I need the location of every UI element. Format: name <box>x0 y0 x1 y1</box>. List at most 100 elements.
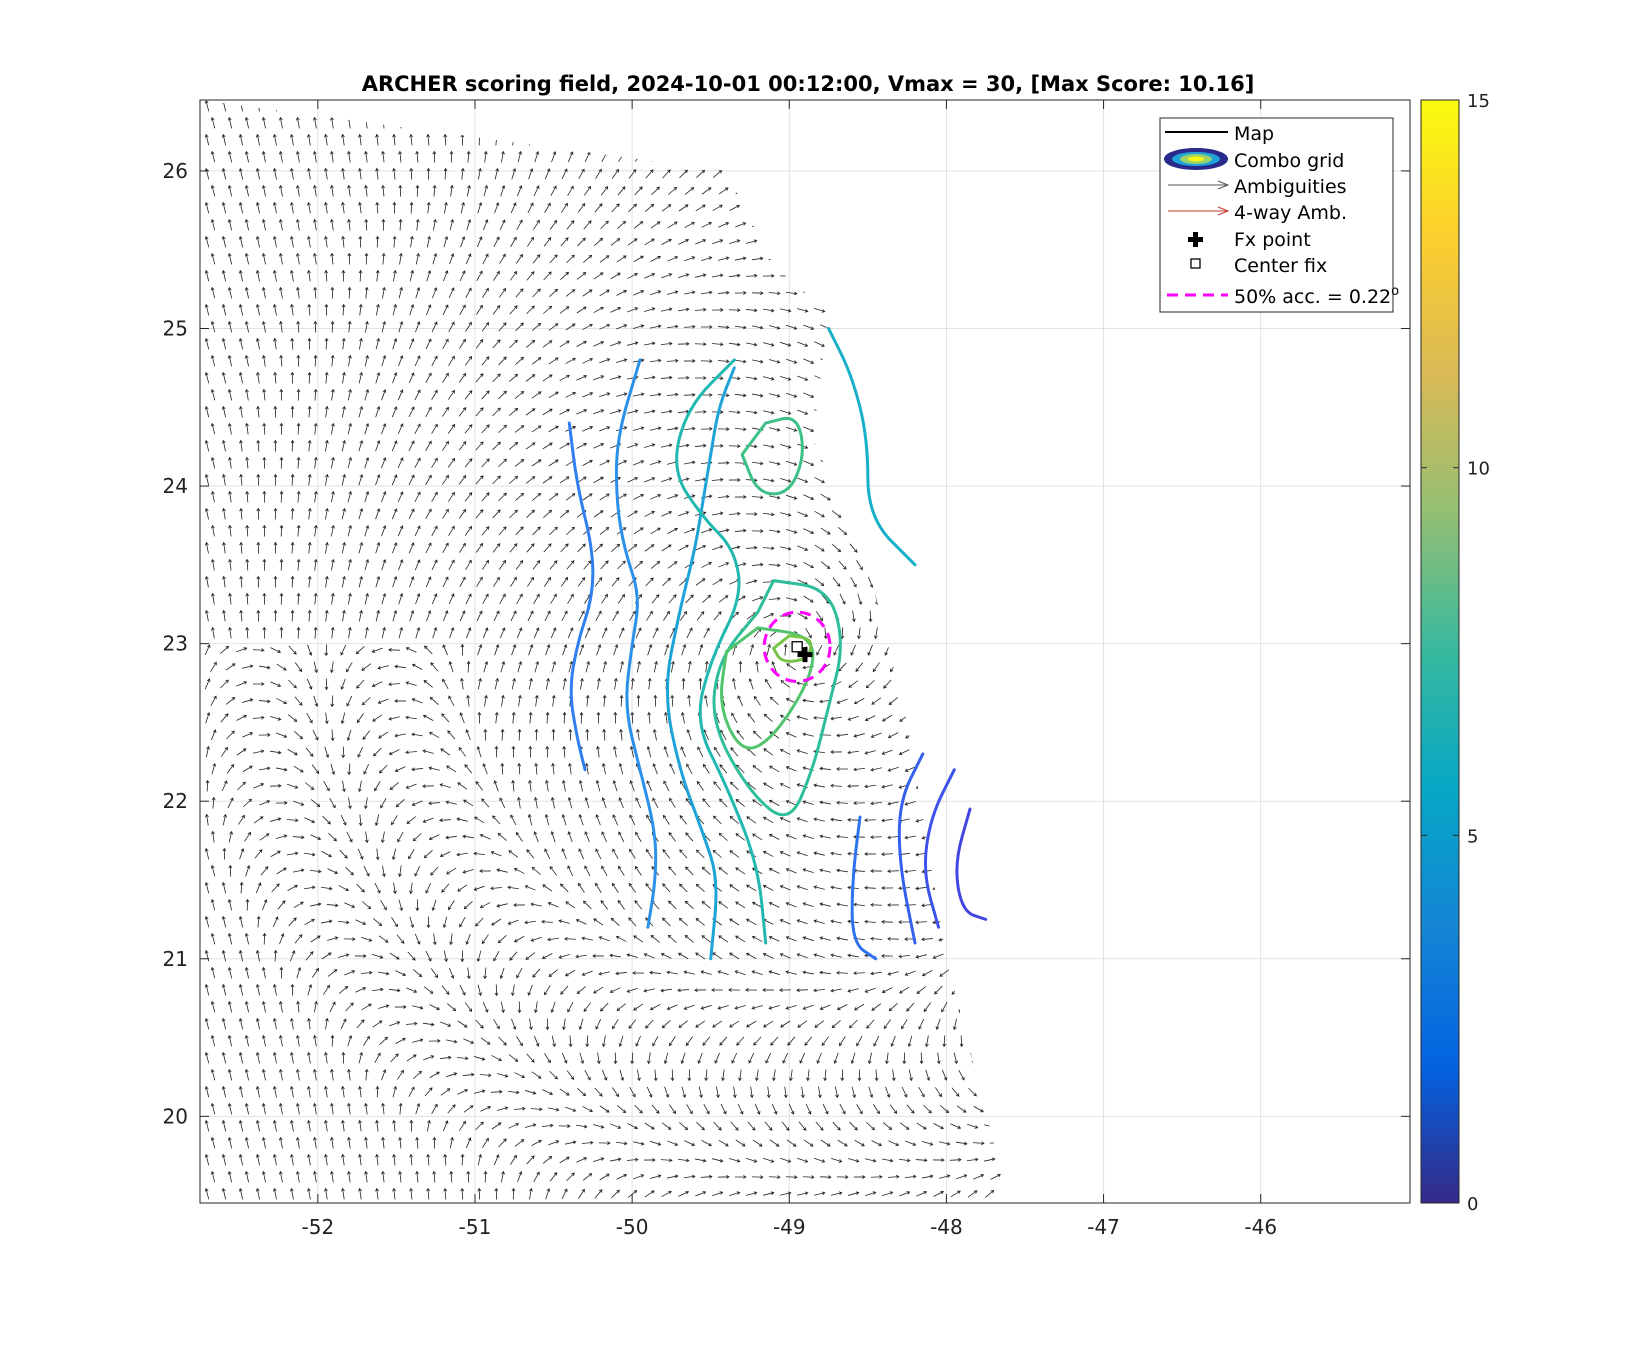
ambiguity-vector-head <box>379 987 384 992</box>
ambiguity-vector <box>663 815 670 825</box>
ambiguity-vector <box>667 561 678 569</box>
ambiguity-vector <box>475 339 484 349</box>
ambiguity-vector <box>414 525 421 537</box>
ambiguity-vector-head <box>375 856 380 861</box>
ambiguity-vector <box>279 151 283 163</box>
ambiguity-vector-head <box>221 371 226 376</box>
ambiguity-vector <box>442 373 449 383</box>
ambiguity-vector <box>584 594 591 604</box>
ambiguity-vector <box>780 749 791 755</box>
ambiguity-vector <box>291 338 294 350</box>
ambiguity-vector <box>382 865 385 877</box>
ambiguity-vector-head <box>718 611 722 615</box>
ambiguity-vector-head <box>478 236 483 240</box>
ambiguity-vector-head <box>428 440 432 445</box>
ambiguity-vector-head <box>296 388 301 393</box>
ambiguity-vector-head <box>340 651 344 656</box>
ambiguity-vector-head <box>530 236 534 241</box>
ambiguity-vector <box>311 764 320 774</box>
ambiguity-vector-head <box>367 905 372 910</box>
ambiguity-vector-head <box>239 439 243 444</box>
ambiguity-vector-head <box>648 644 653 648</box>
ambiguity-vector <box>849 543 858 553</box>
ambiguity-vector <box>701 257 712 261</box>
ambiguity-vector <box>391 508 397 520</box>
ambiguity-vector <box>528 814 533 826</box>
ambiguity-vector <box>549 560 558 570</box>
ambiguity-vector <box>836 937 848 941</box>
ambiguity-vector-head <box>245 592 250 597</box>
ambiguity-vector-head <box>804 547 809 551</box>
ambiguity-vector-head <box>425 889 429 894</box>
ambiguity-vector-head <box>415 907 420 912</box>
ambiguity-vector-head <box>441 889 445 893</box>
ambiguity-vector <box>273 984 277 996</box>
ambiguity-vector <box>393 882 396 894</box>
ambiguity-vector-head <box>468 525 473 530</box>
ambiguity-vector <box>734 530 746 532</box>
ambiguity-vector <box>228 219 233 231</box>
ambiguity-vector <box>509 271 517 281</box>
ambiguity-vector <box>814 307 825 313</box>
ambiguity-vector-head <box>649 610 653 615</box>
ambiguity-vector <box>325 474 328 486</box>
ambiguity-vector-head <box>707 594 712 599</box>
ambiguity-vector <box>291 576 294 588</box>
ambiguity-vector <box>477 950 482 962</box>
ambiguity-vector-head <box>206 678 211 682</box>
ambiguity-vector-head <box>358 269 363 274</box>
ambiguity-vector-head <box>548 973 553 977</box>
ambiguity-vector-head <box>418 973 423 978</box>
ambiguity-vector-head <box>673 594 677 598</box>
ambiguity-vector <box>501 729 504 741</box>
ambiguity-vector-head <box>324 371 329 376</box>
ambiguity-vector-head <box>770 478 775 483</box>
ambiguity-vector <box>364 627 368 639</box>
ambiguity-vector <box>582 460 593 466</box>
ambiguity-vector-head <box>261 184 266 189</box>
ambiguity-vector-head <box>657 290 662 294</box>
ambiguity-vector-head <box>213 695 217 700</box>
ambiguity-vector-head <box>638 593 643 598</box>
ambiguity-vector-head <box>228 490 232 495</box>
ambiguity-vector <box>696 781 704 791</box>
ambiguity-vector <box>205 712 210 724</box>
ambiguity-vector-head <box>554 254 558 258</box>
ambiguity-vector <box>308 406 311 418</box>
ambiguity-vector-head <box>887 937 891 941</box>
ambiguity-vector-head <box>409 133 413 138</box>
ambiguity-vector <box>532 288 541 298</box>
ambiguity-vector <box>695 204 706 212</box>
ambiguity-vector-head <box>853 583 857 588</box>
ambiguity-vector-head <box>843 531 848 536</box>
ambiguity-vector-head <box>932 886 936 891</box>
ambiguity-vector-head <box>273 541 278 546</box>
ambiguity-vector-head <box>932 955 937 959</box>
ambiguity-vector-head <box>464 764 468 768</box>
ambiguity-vector <box>381 423 386 435</box>
ambiguity-vector-head <box>273 371 278 376</box>
ambiguity-vector-head <box>210 218 215 223</box>
ambiguity-vector-head <box>606 289 610 294</box>
ambiguity-vector <box>662 849 671 859</box>
ambiguity-vector-head <box>883 685 887 689</box>
ambiguity-vector <box>439 819 451 821</box>
ambiguity-vector <box>348 627 351 639</box>
ambiguity-vector-head <box>601 831 605 836</box>
ambiguity-vector-head <box>729 884 733 888</box>
ambiguity-vector <box>423 817 434 823</box>
ambiguity-vector <box>567 151 573 163</box>
ambiguity-vector-head <box>802 902 807 906</box>
ambiguity-vector-head <box>229 830 233 835</box>
ambiguity-vector-head <box>650 203 655 208</box>
ambiguity-vector-head <box>433 252 438 257</box>
ambiguity-vector <box>603 695 606 707</box>
ambiguity-vector-head <box>779 953 784 957</box>
ambiguity-vector-head <box>617 272 621 276</box>
ambiguity-vector-head <box>327 820 331 825</box>
ambiguity-vector-head <box>674 290 679 294</box>
ambiguity-vector-head <box>317 836 322 841</box>
ambiguity-vector-head <box>762 952 767 957</box>
ambiguity-vector <box>797 612 808 620</box>
ambiguity-vector <box>412 663 423 671</box>
